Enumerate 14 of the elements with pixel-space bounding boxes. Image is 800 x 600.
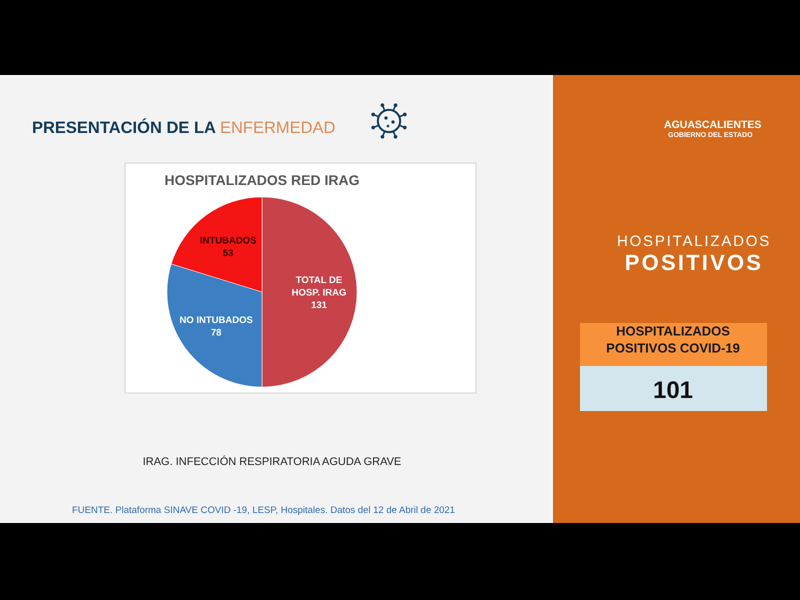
text: AGUASCALIENTES xyxy=(664,119,762,131)
text: HOSPITALIZADOS POSITIVOS xyxy=(616,233,772,275)
chart-title: HOSPITALIZADOS RED IRAG xyxy=(164,172,360,188)
data-label: 78 xyxy=(210,328,222,339)
data-label: 131 xyxy=(311,300,328,311)
slice-label: TOTAL DE HOSP. IRAG xyxy=(292,275,346,298)
source-note: FUENTE. Plataforma SINAVE COVID -19, LESP, Hospitales. Datos del 12 de Abril de 2021 xyxy=(72,505,455,516)
text: 101 xyxy=(652,377,694,404)
slice-label: INTUBADOS xyxy=(200,235,256,246)
text: HOSPITALIZADOS POSITIVOS COVID-19 xyxy=(606,324,740,356)
text: PRESENTACIÓN DE LA ENFERMEDAD xyxy=(32,118,336,137)
text: IRAG. INFECCIÓN RESPIRATORIA AGUDA GRAVE xyxy=(142,455,402,468)
slice-label: NO INTUBADOS xyxy=(179,315,253,326)
data-label: 53 xyxy=(222,248,234,259)
